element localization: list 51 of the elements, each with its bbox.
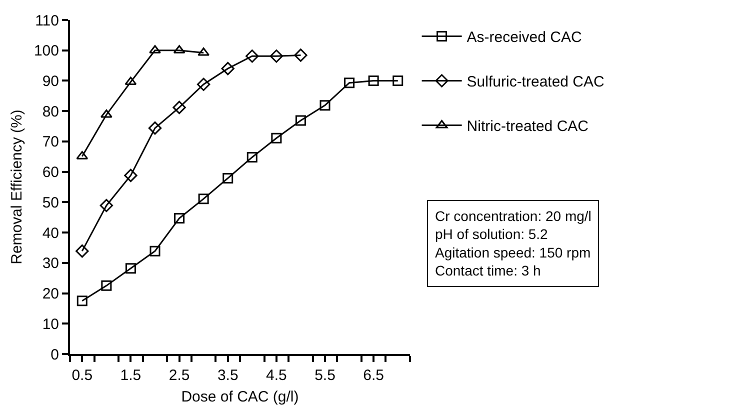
y-axis-title: Removal Efficiency (%): [8, 110, 26, 264]
legend-label: Nitric-treated CAC: [466, 118, 589, 136]
y-tick-label: 40: [42, 224, 59, 242]
point: [198, 194, 209, 204]
point: [294, 48, 308, 62]
y-tick-label: 70: [42, 134, 59, 151]
point: [320, 100, 330, 111]
y-tick-label: 60: [42, 164, 59, 182]
point: [196, 78, 210, 91]
x-tick-label: 2.5: [168, 367, 190, 384]
point: [148, 121, 162, 135]
y-tick-label: 80: [42, 103, 59, 120]
point: [271, 132, 282, 144]
x-tick-label: 0.5: [72, 367, 93, 384]
point: [392, 75, 404, 86]
y-tick-label: 90: [42, 72, 59, 90]
legend-label: As-received CAC: [466, 29, 582, 46]
x-axis-title: Dose of CAC (g/l): [181, 388, 299, 406]
legend-label: Sulfuric-treated CAC: [466, 74, 605, 91]
point: [149, 45, 161, 54]
point: [246, 50, 259, 63]
point: [368, 75, 379, 86]
point: [174, 213, 185, 224]
x-tick-label: 4.5: [266, 367, 287, 384]
point: [221, 62, 234, 76]
x-tick-label: 1.5: [120, 367, 142, 384]
text: Cr concentration: 20 mg/l pH of solution: 5.2 Agitation speed: 150 rpm Contact time: 3 h: [435, 208, 592, 279]
y-tick-label: 30: [42, 255, 59, 272]
x-tick-label: 3.5: [217, 367, 238, 384]
point: [172, 100, 186, 114]
point: [246, 152, 258, 162]
point: [76, 296, 88, 306]
point: [100, 109, 112, 118]
point: [222, 172, 234, 184]
y-tick-label: 0: [50, 346, 59, 364]
y-tick-label: 10: [42, 316, 59, 333]
y-tick-label: 100: [34, 42, 59, 60]
point: [100, 198, 114, 212]
point: [76, 244, 89, 258]
point: [101, 280, 112, 291]
y-tick-label: 110: [35, 12, 59, 30]
point: [270, 50, 284, 63]
x-tick-label: 5.5: [314, 367, 336, 384]
point: [344, 78, 355, 88]
point: [125, 263, 136, 274]
y-tick-label: 50: [42, 194, 59, 212]
point: [295, 115, 306, 126]
x-tick-label: 6.5: [363, 367, 384, 384]
point: [124, 168, 138, 182]
point: [150, 246, 160, 256]
y-tick-label: 20: [42, 286, 59, 303]
